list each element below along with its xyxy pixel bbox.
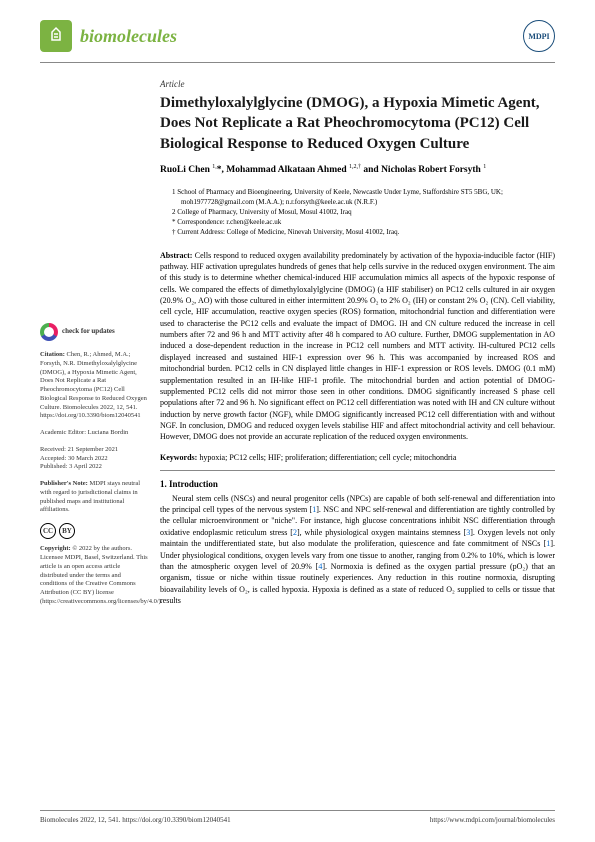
page-footer: Biomolecules 2022, 12, 541. https://doi.… (40, 810, 555, 824)
citation-text: Chen, R.; Ahmed, M.A.; Forsyth, N.R. Dim… (40, 351, 147, 419)
accepted-date: Accepted: 30 March 2022 (40, 455, 148, 464)
citation-label: Citation: (40, 351, 65, 358)
dates-block: Received: 21 September 2021 Accepted: 30… (40, 446, 148, 472)
authors: RuoLi Chen 1,*, Mohammad Alkataan Ahmed … (160, 164, 555, 175)
journal-name: biomolecules (80, 26, 177, 47)
published-date: Published: 3 April 2022 (40, 463, 148, 472)
check-updates-icon (40, 323, 58, 341)
by-icon: BY (59, 523, 75, 539)
publisher-note: Publisher's Note: MDPI stays neutral wit… (40, 480, 148, 515)
cc-icon: CC (40, 523, 56, 539)
affiliation-2: 2 College of Pharmacy, University of Mos… (172, 207, 555, 217)
current-address: † Current Address: College of Medicine, … (172, 227, 555, 237)
article-content: Article Dimethyloxalylglycine (DMOG), a … (160, 63, 555, 615)
editor-block: Academic Editor: Luciana Bordin (40, 429, 148, 438)
cc-license-icons: CC BY (40, 523, 148, 539)
keywords: Keywords: hypoxia; PC12 cells; HIF; prol… (160, 453, 555, 462)
publisher-logo: MDPI (523, 20, 555, 52)
copyright-block: Copyright: © 2022 by the authors. Licens… (40, 545, 148, 606)
editor-name: Luciana Bordin (86, 429, 128, 436)
abstract-text: Cells respond to reduced oxygen availabi… (160, 251, 555, 442)
check-updates[interactable]: check for updates (40, 323, 148, 341)
abstract: Abstract: Cells respond to reduced oxyge… (160, 250, 555, 443)
copyright-label: Copyright: (40, 545, 71, 552)
article-type: Article (160, 79, 555, 89)
abstract-label: Abstract: (160, 251, 192, 260)
affiliations: 1 School of Pharmacy and Bioengineering,… (160, 187, 555, 238)
check-updates-label: check for updates (62, 327, 115, 336)
main-content: check for updates Citation: Chen, R.; Ah… (0, 63, 595, 615)
note-label: Publisher's Note: (40, 480, 88, 487)
correspondence: * Correspondence: r.chen@keele.ac.uk (172, 217, 555, 227)
page-header: biomolecules MDPI (0, 0, 595, 62)
affiliation-1: 1 School of Pharmacy and Bioengineering,… (172, 187, 555, 207)
sidebar: check for updates Citation: Chen, R.; Ah… (40, 63, 160, 615)
footer-url: https://www.mdpi.com/journal/biomolecule… (430, 816, 555, 824)
editor-label: Academic Editor: (40, 429, 86, 436)
journal-logo: biomolecules (40, 20, 177, 52)
received-date: Received: 21 September 2021 (40, 446, 148, 455)
footer-citation: Biomolecules 2022, 12, 541. https://doi.… (40, 816, 231, 824)
journal-icon (40, 20, 72, 52)
section-divider (160, 470, 555, 471)
intro-paragraph: Neural stem cells (NSCs) and neural prog… (160, 493, 555, 607)
keywords-label: Keywords: (160, 453, 197, 462)
article-title: Dimethyloxalylglycine (DMOG), a Hypoxia … (160, 93, 555, 154)
citation-block: Citation: Chen, R.; Ahmed, M.A.; Forsyth… (40, 351, 148, 421)
copyright-text: © 2022 by the authors. Licensee MDPI, Ba… (40, 545, 162, 605)
keywords-text: hypoxia; PC12 cells; HIF; proliferation;… (197, 453, 456, 462)
section-title: 1. Introduction (160, 479, 555, 489)
